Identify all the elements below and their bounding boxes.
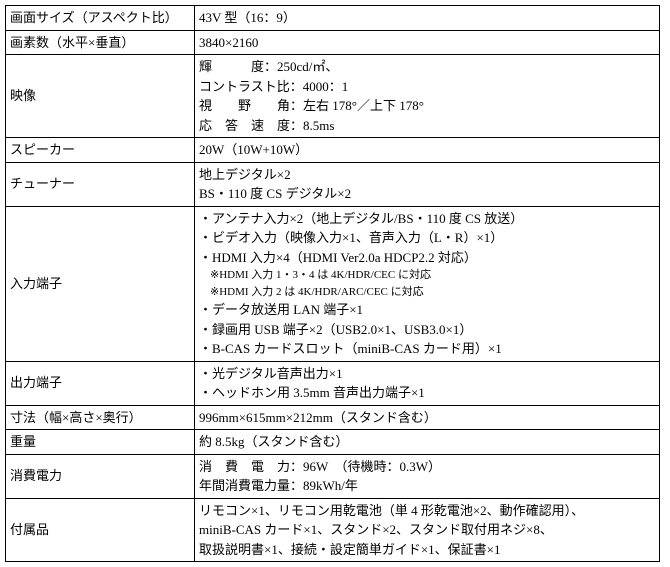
spec-value: 20W（10W+10W）	[195, 138, 660, 163]
spec-value-line: コントラスト比：4000：1	[199, 77, 655, 97]
spec-value: リモコン×1、リモコン用乾電池（単 4 形乾電池×2、動作確認用）、miniB-…	[195, 498, 660, 562]
spec-label: 出力端子	[6, 361, 195, 405]
spec-value-line: ・録画用 USB 端子×2（USB2.0×1、USB3.0×1）	[199, 320, 655, 340]
spec-value-line: ・HDMI 入力×4（HDMI Ver2.0a HDCP2.2 対応）	[199, 248, 655, 268]
spec-value: 約 8.5kg（スタンド含む）	[195, 430, 660, 455]
spec-label: チューナー	[6, 162, 195, 206]
spec-table: 画面サイズ（アスペクト比）43V 型（16：9）画素数（水平×垂直）3840×2…	[5, 5, 660, 562]
spec-label: 寸法（幅×高さ×奥行）	[6, 405, 195, 430]
spec-value-line: リモコン×1、リモコン用乾電池（単 4 形乾電池×2、動作確認用）、	[199, 501, 655, 521]
spec-value-line: 応 答 速 度：8.5ms	[199, 116, 655, 136]
spec-value-note: ※HDMI 入力 2 は 4K/HDR/ARC/CEC に対応	[199, 284, 655, 301]
table-row: 入力端子・アンテナ入力×2（地上デジタル/BS・110 度 CS 放送）・ビデオ…	[6, 206, 660, 361]
spec-value-line: ・ビデオ入力（映像入力×1、音声入力（L・R）×1）	[199, 228, 655, 248]
spec-value: 996mm×615mm×212mm（スタンド含む）	[195, 405, 660, 430]
spec-label: スピーカー	[6, 138, 195, 163]
spec-value-line: ・B-CAS カードスロット（miniB-CAS カード用）×1	[199, 339, 655, 359]
spec-label: 重量	[6, 430, 195, 455]
table-row: 映像輝 度：250cd/㎡、コントラスト比：4000：1視 野 角：左右 178…	[6, 55, 660, 138]
spec-value: 43V 型（16：9）	[195, 6, 660, 31]
table-row: スピーカー20W（10W+10W）	[6, 138, 660, 163]
spec-value-line: BS・110 度 CS デジタル×2	[199, 184, 655, 204]
table-row: チューナー地上デジタル×2BS・110 度 CS デジタル×2	[6, 162, 660, 206]
spec-value: 3840×2160	[195, 30, 660, 55]
spec-value-line: 消 費 電 力：96W （待機時：0.3W）	[199, 457, 655, 477]
spec-value-line: 輝 度：250cd/㎡、	[199, 57, 655, 77]
spec-value-line: 年間消費電力量：89kWh/年	[199, 476, 655, 496]
spec-value-line: 地上デジタル×2	[199, 165, 655, 185]
spec-value: 地上デジタル×2BS・110 度 CS デジタル×2	[195, 162, 660, 206]
spec-value: 輝 度：250cd/㎡、コントラスト比：4000：1視 野 角：左右 178°／…	[195, 55, 660, 138]
spec-label: 画面サイズ（アスペクト比）	[6, 6, 195, 31]
table-row: 出力端子・光デジタル音声出力×1・ヘッドホン用 3.5mm 音声出力端子×1	[6, 361, 660, 405]
spec-value-line: ・アンテナ入力×2（地上デジタル/BS・110 度 CS 放送）	[199, 209, 655, 229]
spec-value-line: 視 野 角：左右 178°／上下 178°	[199, 96, 655, 116]
spec-label: 映像	[6, 55, 195, 138]
spec-value-line: ・光デジタル音声出力×1	[199, 364, 655, 384]
spec-label: 画素数（水平×垂直）	[6, 30, 195, 55]
spec-value: ・アンテナ入力×2（地上デジタル/BS・110 度 CS 放送）・ビデオ入力（映…	[195, 206, 660, 361]
table-row: 付属品リモコン×1、リモコン用乾電池（単 4 形乾電池×2、動作確認用）、min…	[6, 498, 660, 562]
spec-value-line: ・データ放送用 LAN 端子×1	[199, 300, 655, 320]
spec-label: 付属品	[6, 498, 195, 562]
spec-value: 消 費 電 力：96W （待機時：0.3W）年間消費電力量：89kWh/年	[195, 454, 660, 498]
spec-value-line: ・ヘッドホン用 3.5mm 音声出力端子×1	[199, 383, 655, 403]
spec-value: ・光デジタル音声出力×1・ヘッドホン用 3.5mm 音声出力端子×1	[195, 361, 660, 405]
table-row: 重量約 8.5kg（スタンド含む）	[6, 430, 660, 455]
table-row: 画面サイズ（アスペクト比）43V 型（16：9）	[6, 6, 660, 31]
spec-value-note: ※HDMI 入力 1・3・4 は 4K/HDR/CEC に対応	[199, 267, 655, 284]
spec-value-line: 取扱説明書×1、接続・設定簡単ガイド×1、保証書×1	[199, 540, 655, 560]
table-row: 消費電力消 費 電 力：96W （待機時：0.3W）年間消費電力量：89kWh/…	[6, 454, 660, 498]
spec-label: 入力端子	[6, 206, 195, 361]
table-row: 寸法（幅×高さ×奥行）996mm×615mm×212mm（スタンド含む）	[6, 405, 660, 430]
table-row: 画素数（水平×垂直）3840×2160	[6, 30, 660, 55]
spec-value-line: miniB-CAS カード×1、スタンド×2、スタンド取付用ネジ×8、	[199, 520, 655, 540]
spec-label: 消費電力	[6, 454, 195, 498]
